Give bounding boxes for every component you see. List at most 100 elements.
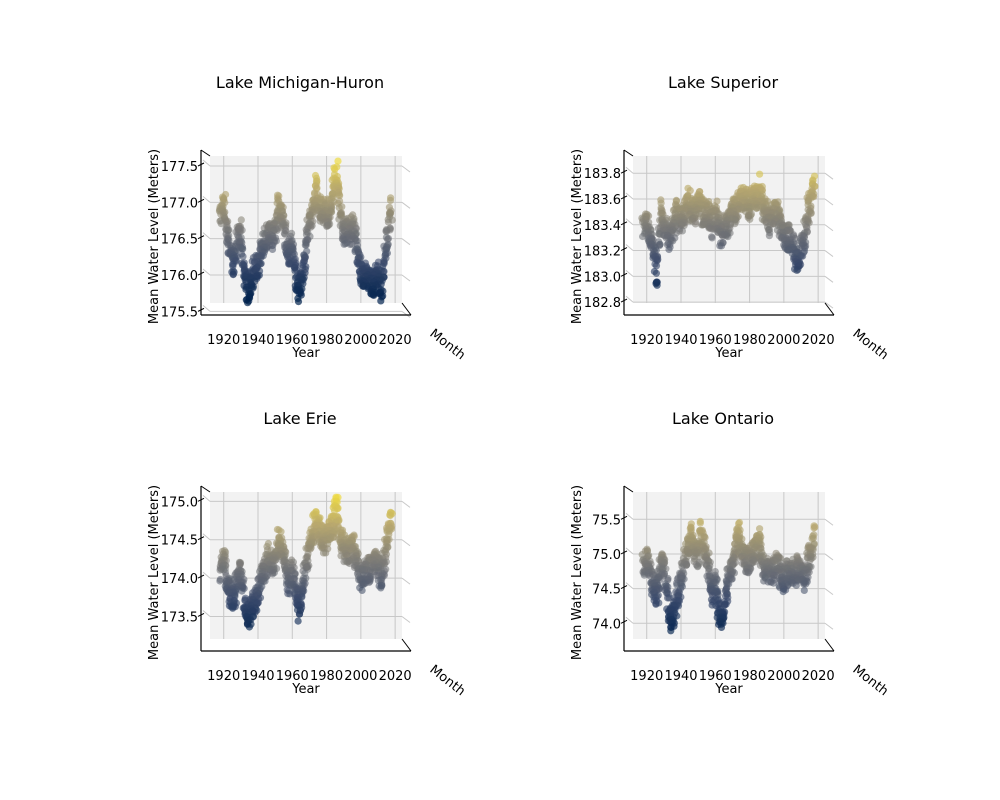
y-tick-mark [197, 271, 205, 276]
data-point [691, 220, 700, 228]
data-point [793, 266, 801, 274]
y-tick-label: 74.0 [592, 617, 621, 632]
grid-line-horizontal [202, 533, 211, 541]
grid-line-horizontal [824, 224, 834, 232]
data-point [800, 586, 808, 595]
x-axis-label: Year [291, 682, 320, 697]
y-tick-label: 183.2 [584, 245, 621, 260]
grid-line-horizontal [202, 232, 211, 240]
grid-line-horizontal [401, 616, 411, 623]
data-point [294, 617, 302, 625]
data-point [800, 580, 808, 588]
grid-line-horizontal [401, 539, 411, 547]
y-tick-label: 183.8 [584, 167, 621, 182]
grid-line-horizontal [202, 268, 211, 276]
grid-line-horizontal [401, 577, 411, 585]
y-tick-mark [197, 162, 205, 167]
y-tick-mark [620, 515, 628, 520]
x-tick-label: 2000 [344, 333, 377, 348]
y-tick-label: 175.5 [161, 305, 198, 320]
chart-title: Lake Superior [668, 73, 778, 92]
data-point [756, 525, 764, 533]
data-point [245, 623, 253, 631]
grid-line-horizontal [401, 201, 411, 209]
chart-panel: 175.5 176.0 176.5 177.0 177.5 1920 1940 1960 198… [147, 73, 468, 363]
data-point [377, 584, 385, 592]
data-point [779, 588, 787, 596]
y-tick-mark [620, 169, 628, 174]
data-point [652, 269, 661, 277]
x-tick-label: 1980 [733, 333, 766, 348]
y-tick-label: 183.4 [584, 219, 621, 234]
x-tick-label: 1980 [310, 669, 343, 684]
y-tick-label: 183.6 [584, 193, 621, 208]
grid-line-horizontal [202, 304, 211, 312]
data-point [277, 528, 285, 536]
grid-line-horizontal [401, 238, 411, 246]
grid-line-horizontal [625, 192, 634, 200]
y-tick-mark [197, 198, 205, 203]
grid-line-horizontal [401, 274, 411, 282]
grid-line-horizontal [625, 295, 634, 303]
data-point [386, 196, 395, 204]
grid-line-horizontal [202, 494, 211, 502]
data-point [301, 241, 309, 249]
data-point [295, 610, 303, 618]
y-tick-mark [197, 235, 205, 240]
data-point [358, 586, 366, 595]
grid-line-horizontal [824, 250, 834, 257]
grid-line-horizontal [625, 218, 634, 226]
grid-line-horizontal [625, 166, 634, 174]
data-point [336, 192, 344, 200]
data-point [386, 511, 394, 519]
chart-title: Lake Erie [263, 409, 336, 428]
axis-corner [401, 302, 412, 316]
y-tick-label: 176.0 [161, 269, 198, 284]
grid-line-horizontal [202, 571, 211, 579]
data-point [653, 281, 661, 289]
data-point [239, 252, 247, 260]
x-tick-label: 1960 [276, 333, 309, 348]
axis-corner [200, 485, 211, 493]
x-tick-label: 1960 [699, 669, 732, 684]
axis-corner [623, 485, 634, 493]
data-point [652, 600, 660, 608]
axis-corner [200, 149, 211, 157]
x-tick-label: 1940 [664, 333, 697, 348]
x-tick-label: 2020 [802, 669, 835, 684]
y-axis-label: Mean Water Level (Meters) [147, 149, 162, 324]
y-tick-mark [620, 272, 628, 277]
chart-title: Lake Ontario [672, 409, 774, 428]
data-point [269, 570, 277, 578]
x-tick-label: 1960 [699, 333, 732, 348]
y-tick-mark [620, 195, 628, 200]
grid-line-horizontal [625, 512, 634, 520]
data-point [217, 220, 225, 228]
data-point [765, 232, 774, 240]
y-tick-mark [197, 574, 205, 579]
y-tick-mark [197, 613, 205, 617]
grid-line-horizontal [824, 622, 834, 630]
data-point [377, 297, 385, 305]
grid-line-horizontal [625, 582, 634, 589]
axis-corner [824, 638, 835, 652]
grid-line-horizontal [824, 301, 834, 309]
y-tick-label: 182.8 [584, 296, 621, 311]
x-axis-label: Year [291, 346, 320, 361]
data-point [285, 260, 293, 268]
x-tick-label: 1920 [630, 669, 663, 684]
data-point [744, 569, 753, 577]
chart-panel: 74.0 74.5 75.0 75.5 1920 1940 1960 1980 2000 2020… [570, 409, 891, 699]
x-tick-label: 2020 [802, 333, 835, 348]
y-tick-label: 75.0 [592, 548, 621, 563]
x-tick-label: 2000 [767, 333, 800, 348]
chart-panel: 173.5 174.0 174.5 175.0 1920 1940 1960 1980 2000… [147, 409, 468, 699]
data-point [370, 291, 378, 299]
y-tick-mark [197, 307, 205, 312]
data-point [216, 577, 224, 585]
data-point [717, 623, 726, 632]
data-point [719, 232, 727, 240]
grid-line-horizontal [202, 195, 211, 203]
